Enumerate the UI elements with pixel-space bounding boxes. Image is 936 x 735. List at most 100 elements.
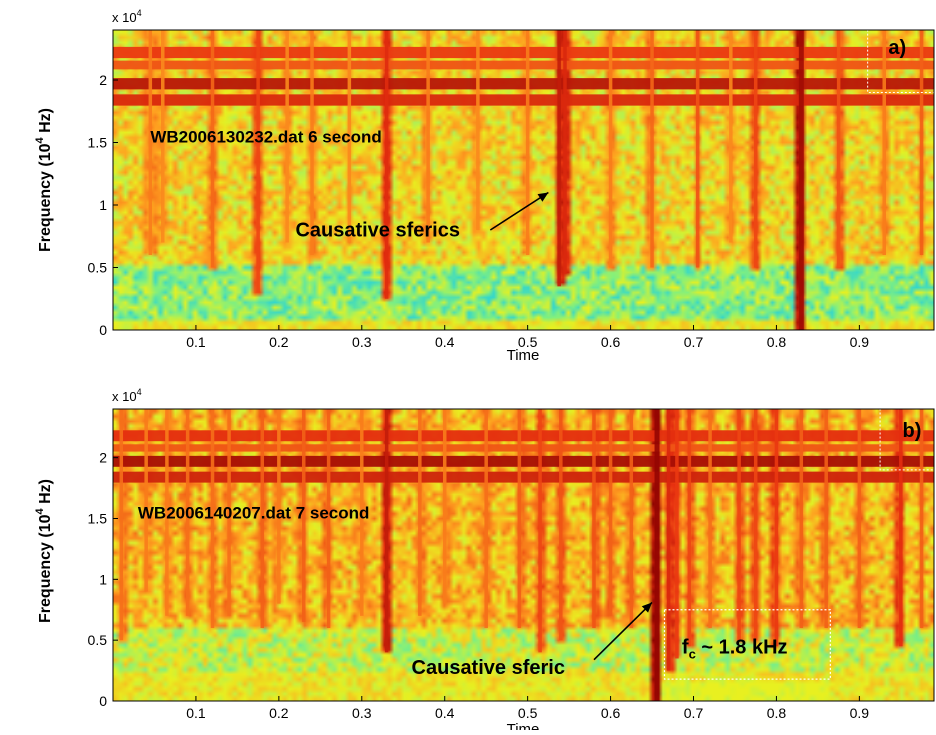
sferic-streak-b-19	[608, 409, 613, 616]
x-tick-label-b-8: 0.9	[850, 705, 870, 721]
sferic-streak-b-15	[517, 409, 522, 628]
sferic-streak-a-9	[476, 30, 480, 230]
plot-area-a: 0.1 0.2 0.3 0.4 0.5 0.6 0.7 0.8 0.9 0 0.5 1 1.5 2	[88, 29, 935, 350]
x-tick-label-b-6: 0.7	[684, 705, 704, 721]
sferic-streak-b-30	[824, 409, 828, 628]
x-tick-label-b-1: 0.2	[269, 705, 289, 721]
horizontal-line-b-1	[113, 444, 934, 452]
sferic-streak-b-12	[418, 409, 422, 616]
sferic-streak-b-33	[919, 409, 924, 628]
annotation-arrow-b	[593, 601, 653, 661]
x-tick-label-b-0: 0.1	[186, 705, 206, 721]
y-tick-label-a-3: 1.5	[88, 135, 108, 151]
sferic-streak-b-1	[144, 409, 148, 592]
horizontal-line-b-2	[113, 455, 934, 467]
spectrogram-background	[113, 30, 934, 330]
sferic-streak-a-8	[426, 30, 430, 243]
x-tick-label-b-2: 0.3	[352, 705, 372, 721]
sferic-streak-b-9	[326, 409, 331, 628]
x-tick-label-a-1: 0.2	[269, 334, 289, 350]
sferic-streak-a-0	[148, 30, 153, 255]
y-tick-label-b-3: 1.5	[88, 511, 108, 527]
sferic-streak-a-1	[161, 30, 165, 243]
x-tick-label-a-6: 0.7	[684, 334, 704, 350]
x-tick-label-a-8: 0.9	[850, 334, 870, 350]
sferic-streak-a-5	[310, 30, 314, 255]
y-tick-label-a-4: 2	[99, 72, 107, 88]
sferic-streak-b-0	[119, 409, 124, 641]
sferic-streak-a-12	[563, 30, 567, 274]
x-tick-label-b-4: 0.5	[518, 705, 538, 721]
panel-label-b: b)	[902, 420, 921, 442]
arrow-label-b: Causative sferic	[412, 657, 565, 679]
x-axis-label-a: Time	[507, 347, 540, 364]
sferic-streak-a-18	[798, 30, 804, 330]
sferic-streak-a-13	[608, 30, 613, 268]
file-label-b: WB2006140207.dat 7 second	[138, 504, 370, 523]
sferic-streak-b-16	[538, 409, 542, 653]
sferic-streak-b-27	[753, 409, 758, 641]
x-tick-label-a-7: 0.8	[767, 334, 787, 350]
sferic-streak-a-21	[919, 30, 924, 255]
sferic-streak-b-26	[737, 409, 741, 641]
sferic-streak-b-3	[185, 409, 190, 616]
sferic-streak-b-8	[301, 409, 306, 622]
x-tick-label-a-5: 0.6	[601, 334, 621, 350]
sferic-streak-b-20	[629, 409, 634, 628]
x-tick-label-a-2: 0.3	[352, 334, 372, 350]
x-tick-label-a-3: 0.4	[435, 334, 455, 350]
axes-frame-a	[112, 29, 935, 331]
sferic-streak-a-10	[525, 30, 530, 255]
sferic-streak-b-4	[210, 409, 215, 628]
x-tick-label-b-3: 0.4	[435, 705, 455, 721]
y-tick-label-b-1: 0.5	[88, 632, 108, 648]
x-tick-label-a-4: 0.5	[518, 334, 538, 350]
horizontal-line-a-0	[113, 46, 934, 59]
annotation-arrowhead-b	[641, 602, 653, 613]
annotation-arrowhead-a	[537, 192, 549, 202]
sferic-streak-a-6	[347, 30, 352, 243]
sferic-streak-a-19	[836, 30, 841, 268]
y-tick-label-a-2: 1	[99, 197, 107, 213]
spectrogram-chart-b: x 104 0.1 0.2 0.3 0.4 0.5 0.6 0.7 0.8 0.9 0 0.5 1 1.…	[34, 387, 935, 735]
horizontal-line-a-1	[113, 60, 934, 70]
annotation-arrow-a	[489, 191, 549, 231]
sferic-streak-b-7	[277, 409, 281, 604]
horizontal-line-b-3	[113, 471, 934, 483]
sferic-streak-a-4	[285, 30, 289, 243]
sferic-streak-b-23	[675, 409, 679, 659]
sferic-streak-b-22	[666, 409, 671, 671]
sferic-streak-a-17	[753, 30, 758, 268]
sferic-streak-a-16	[729, 30, 733, 243]
panel-label-a: a)	[888, 37, 906, 59]
y-multiplier-a: x 104	[112, 8, 142, 25]
sferic-streak-a-7	[384, 30, 389, 299]
spectrogram-chart-a: x 104 0.1 0.2 0.3 0.4 0.5 0.6 0.7 0.8 0.9 0 0.5 1 1.…	[34, 8, 935, 364]
spectrogram-panel-a: x 104 0.1 0.2 0.3 0.4 0.5 0.6 0.7 0.8 0.9 0 0.5 1 1.…	[0, 0, 936, 365]
cutoff-label-b: fc ~ 1.8 kHz	[682, 637, 788, 662]
cutoff-box-b	[663, 609, 831, 680]
sferic-streak-b-10	[360, 409, 364, 616]
sferic-streak-a-11	[557, 30, 561, 287]
y-tick-label-b-4: 2	[99, 450, 107, 466]
sferic-streak-a-14	[650, 30, 654, 268]
file-label-a: WB2006130232.dat 6 second	[150, 128, 382, 147]
sferic-streak-b-11	[384, 409, 389, 653]
sferic-streak-b-21	[654, 409, 660, 701]
sferic-streak-a-3	[256, 30, 260, 293]
sferic-streak-b-32	[899, 409, 903, 647]
horizontal-line-a-2	[113, 78, 934, 90]
sferic-streak-b-31	[857, 409, 862, 628]
sferic-streak-b-29	[799, 409, 804, 628]
sferic-streak-b-18	[592, 409, 596, 628]
horizontal-line-b-0	[113, 430, 934, 442]
x-tick-label-b-7: 0.8	[767, 705, 787, 721]
axes-frame-b	[112, 408, 935, 702]
sferic-streak-a-20	[882, 30, 886, 255]
y-multiplier-b: x 104	[112, 387, 142, 404]
sferic-streak-b-17	[559, 409, 563, 641]
sferic-streak-b-13	[442, 409, 447, 604]
sferic-streak-b-24	[687, 409, 692, 647]
x-tick-label-b-5: 0.6	[601, 705, 621, 721]
y-tick-label-a-0: 0	[99, 322, 107, 338]
